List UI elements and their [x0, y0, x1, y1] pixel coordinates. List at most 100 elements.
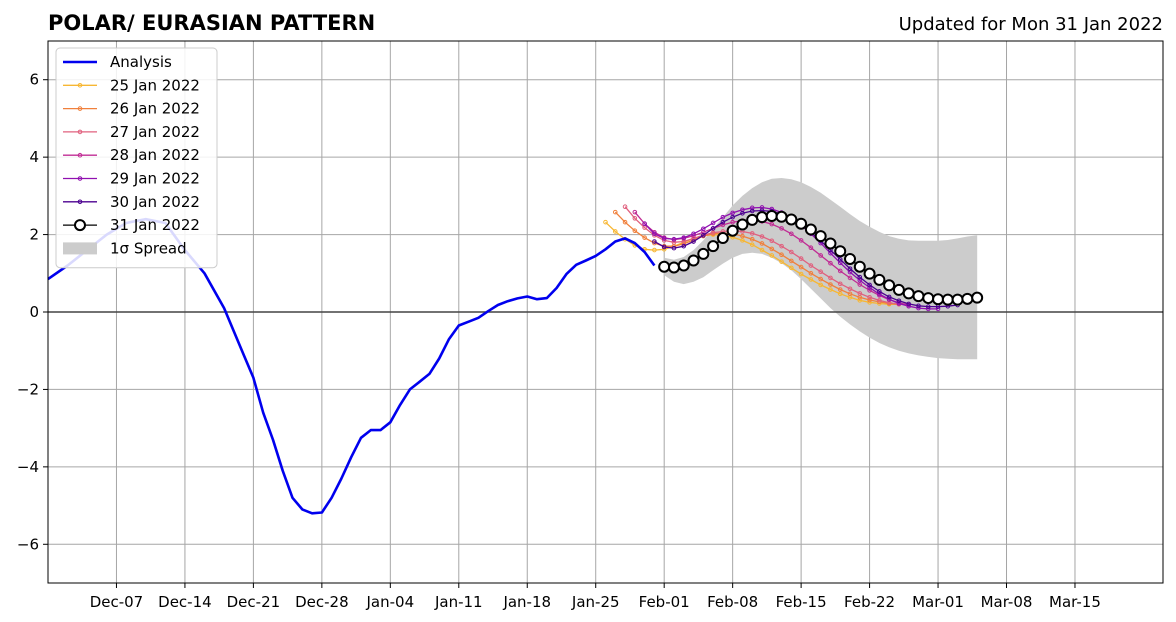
series-point: [837, 291, 843, 297]
series-point: [857, 291, 863, 296]
y-tick-label: −6: [17, 535, 39, 553]
x-tick-label: Feb-22: [844, 593, 895, 611]
series-point: [824, 237, 837, 250]
x-tick-label: Dec-28: [295, 593, 349, 611]
series-point: [951, 293, 964, 306]
series-point: [818, 276, 823, 282]
series-point: [828, 260, 833, 266]
series-point: [652, 247, 657, 253]
series-point: [779, 243, 784, 249]
series-point: [818, 269, 823, 275]
series-point: [687, 254, 700, 267]
series-point: [877, 289, 882, 294]
legend-marker: [77, 152, 83, 158]
legend-swatch: [63, 242, 97, 255]
series-point: [808, 245, 814, 251]
legend-marker: [77, 176, 83, 181]
series-point: [789, 249, 794, 255]
spread-band: [664, 178, 978, 360]
x-tick-label: Mar-01: [912, 593, 964, 611]
series-point: [916, 303, 921, 309]
series-point: [857, 274, 863, 280]
series-point: [883, 279, 896, 292]
series-point: [622, 204, 628, 209]
legend-item: 30 Jan 2022: [63, 193, 200, 211]
series-point: [720, 222, 726, 228]
series-point: [720, 219, 726, 225]
legend-item: 28 Jan 2022: [63, 146, 200, 164]
series-point: [720, 214, 726, 220]
series-point: [795, 217, 808, 230]
series-point: [749, 236, 755, 242]
series-point: [789, 231, 794, 237]
series-point: [701, 226, 706, 232]
series-point: [932, 293, 945, 306]
series-point: [798, 271, 804, 277]
series-point: [740, 238, 745, 243]
series-point: [847, 286, 853, 292]
series-point: [730, 214, 735, 220]
series-point: [612, 209, 618, 215]
series-point: [697, 247, 710, 260]
legend-item: 27 Jan 2022: [63, 123, 200, 141]
series-point: [691, 239, 696, 244]
series-point: [759, 247, 765, 253]
series-point: [710, 230, 716, 235]
series-point: [785, 213, 798, 226]
series-point: [877, 291, 882, 297]
series-point: [716, 232, 729, 245]
series-point: [877, 298, 882, 303]
legend-item: 26 Jan 2022: [63, 100, 200, 118]
series-point: [873, 273, 886, 286]
series-point: [892, 283, 905, 296]
series-point: [632, 228, 638, 233]
y-tick-label: 4: [29, 148, 39, 166]
series-point: [736, 218, 749, 231]
legend-label: 28 Jan 2022: [110, 146, 200, 164]
series-point: [798, 238, 804, 243]
x-tick-label: Dec-21: [227, 593, 281, 611]
series-point: [740, 233, 745, 239]
series-point: [749, 205, 755, 211]
y-tick-label: 2: [29, 226, 39, 244]
series-point: [642, 235, 647, 240]
x-tick-label: Jan-25: [571, 593, 620, 611]
series-layer: [603, 204, 984, 312]
series-point: [896, 301, 902, 306]
legend-label: 29 Jan 2022: [110, 170, 200, 188]
series-point: [837, 257, 843, 262]
series-point: [886, 294, 892, 300]
series-line: [605, 221, 899, 305]
series-point: [896, 298, 902, 304]
x-tick-label: Dec-07: [90, 593, 144, 611]
series-point: [779, 252, 784, 258]
legend-label: 1σ Spread: [110, 239, 187, 257]
series-point: [834, 245, 847, 258]
chart-subtitle: Updated for Mon 31 Jan 2022: [899, 14, 1163, 35]
y-tick-label: −4: [17, 458, 39, 476]
series-point: [941, 293, 954, 306]
series-point: [769, 221, 775, 227]
series-point: [749, 242, 755, 247]
series-point: [818, 282, 823, 288]
legend-marker: [74, 219, 86, 232]
series-point: [867, 294, 872, 300]
series-point: [691, 236, 696, 241]
legend-label: 30 Jan 2022: [110, 193, 200, 211]
legend: Analysis 25 Jan 2022 26 Jan 2022 27 Jan 202…: [55, 47, 218, 269]
series-point: [798, 264, 804, 270]
legend-label: 25 Jan 2022: [110, 76, 200, 94]
series-point: [847, 275, 853, 281]
series-point: [867, 297, 872, 303]
series-point: [828, 282, 833, 287]
analysis-line: [47, 217, 656, 515]
series-point: [789, 265, 794, 271]
y-axis: −6 −4 −2 0 2 4 6: [17, 71, 48, 553]
series-point: [902, 287, 915, 300]
spread-layer: [664, 178, 978, 360]
series-point: [925, 304, 931, 309]
series-point: [726, 224, 739, 237]
series-point: [828, 275, 833, 281]
series-point: [779, 259, 784, 264]
